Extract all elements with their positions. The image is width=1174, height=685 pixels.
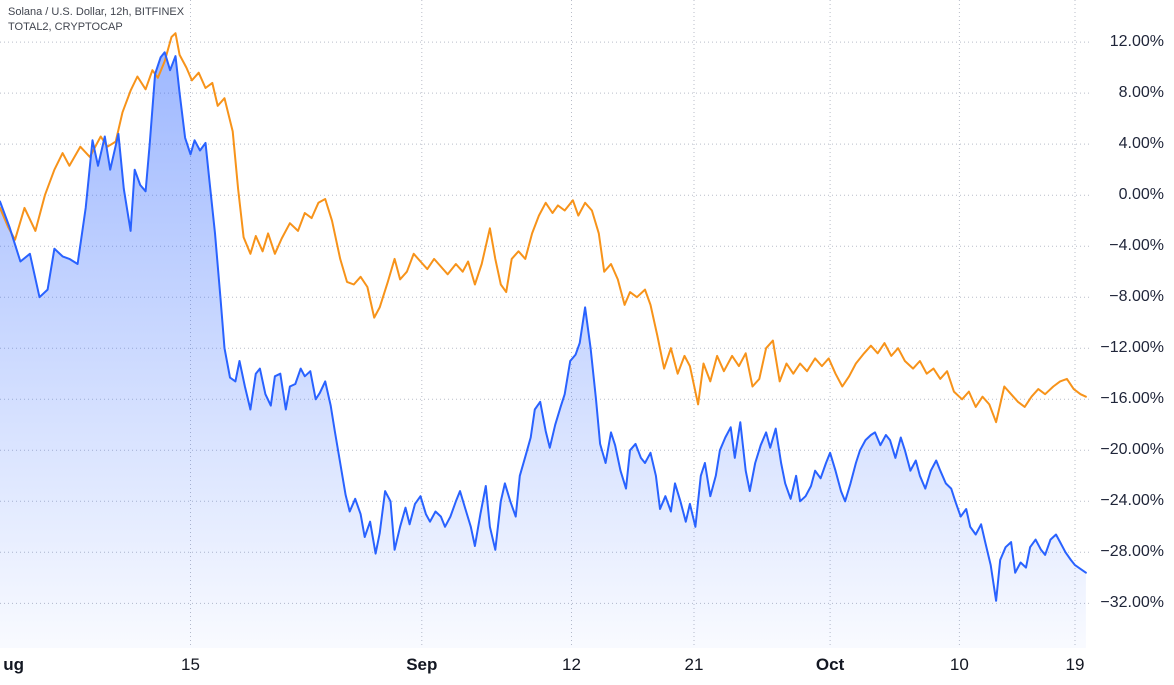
time-axis-label: 12	[562, 655, 581, 674]
price-axis-label: −4.00%	[1109, 237, 1164, 255]
time-axis-label: Oct	[815, 655, 845, 674]
legend-compare-series[interactable]: TOTAL2, CRYPTOCAP	[8, 21, 123, 33]
time-axis-label: ug	[3, 655, 24, 674]
time-axis-label: 19	[1065, 655, 1085, 674]
time-axis[interactable]: ug 15 Sep 12 21 Oct 10 19	[0, 648, 1090, 685]
price-axis[interactable]: 12.00% 8.00% 4.00% 0.00% −4.00% −8.00% −12.00%…	[1090, 0, 1174, 648]
price-axis-label: 4.00%	[1118, 135, 1164, 153]
price-axis-label: −12.00%	[1100, 339, 1164, 357]
legend-main-series[interactable]: Solana / U.S. Dollar, 12h, BITFINEX	[8, 6, 185, 18]
price-axis-label: −28.00%	[1100, 543, 1164, 561]
time-axis-label: 15	[181, 655, 200, 674]
chart-legend: Solana / U.S. Dollar, 12h, BITFINEX TOTA…	[8, 5, 184, 35]
chart-canvas[interactable]	[0, 0, 1090, 648]
price-axis-label: 12.00%	[1109, 33, 1164, 51]
price-axis-label: −32.00%	[1100, 594, 1164, 612]
time-axis-label: 21	[684, 655, 704, 674]
price-axis-label: −8.00%	[1109, 288, 1164, 306]
price-axis-label: −24.00%	[1100, 492, 1164, 510]
price-axis-label: 8.00%	[1118, 84, 1164, 102]
time-axis-label: Sep	[406, 655, 438, 674]
sol-line	[0, 51, 1087, 602]
price-axis-label: −16.00%	[1100, 390, 1164, 408]
price-axis-label: −20.00%	[1100, 441, 1164, 459]
total2-line	[0, 32, 1087, 424]
time-axis-label: 10	[949, 655, 969, 674]
sol-area-fill	[0, 52, 1086, 648]
price-axis-label: 0.00%	[1118, 186, 1164, 204]
